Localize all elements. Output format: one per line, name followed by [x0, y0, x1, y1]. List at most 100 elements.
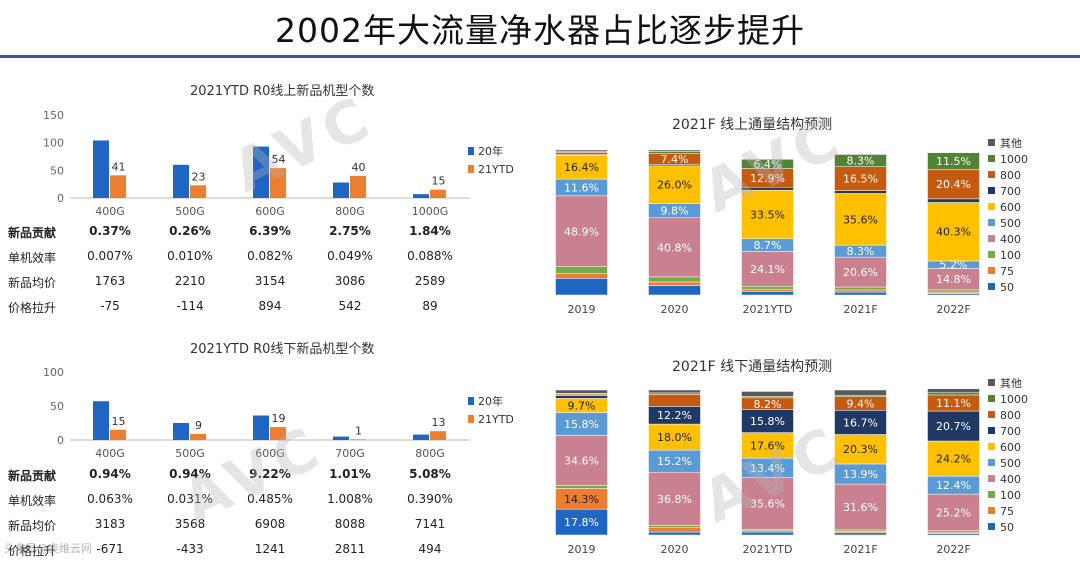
- legend-label: 75: [1000, 265, 1014, 278]
- segment-label: 20.3%: [843, 443, 878, 456]
- legend-label: 21YTD: [478, 163, 514, 176]
- segment-label: 24.2%: [936, 453, 971, 466]
- stack-segment-700: [834, 410, 887, 435]
- stack-segment-50: [555, 508, 608, 536]
- chart-title-offline-structure: 2021F 线下通量结构预测: [672, 359, 833, 375]
- metric-row-label: 价格拉升: [8, 544, 57, 558]
- stack-segment-400: [555, 435, 608, 486]
- bar-ytd: [350, 175, 366, 198]
- legend-swatch: [988, 155, 995, 162]
- stack-segment-600: [834, 434, 887, 465]
- stack-segment-75: [555, 273, 608, 279]
- legend-swatch: [988, 203, 995, 210]
- chart-title-online-structure: 2021F 线上通量结构预测: [672, 117, 833, 133]
- legend-label: 21YTD: [478, 413, 514, 426]
- metric-row: 新品均价 1763 2210 3154 3086 2589: [8, 274, 468, 296]
- data-label: 13: [432, 416, 446, 429]
- metric-cell: 2589: [414, 274, 446, 288]
- stack-segment-75: [648, 527, 701, 533]
- x-tick-label: 500G: [175, 205, 205, 218]
- legend-label: 100: [1000, 249, 1021, 262]
- legend-swatch: [988, 475, 995, 482]
- stack-segment-其他: [834, 389, 887, 396]
- stack-segment-75: [741, 288, 794, 292]
- stack-segment-600: [927, 202, 980, 262]
- metric-row: 单机效率 0.063% 0.031% 0.485% 1.008% 0.390%: [8, 492, 468, 514]
- x-tick-label: 2021F: [843, 303, 877, 316]
- stack-segment-400: [927, 493, 980, 531]
- metric-cell: 542: [338, 299, 362, 313]
- stack-segment-50: [555, 278, 608, 296]
- bar-y20: [93, 140, 109, 198]
- page-title: 2002年大流量净水器占比逐步提升: [275, 11, 805, 50]
- segment-label: 35.6%: [843, 213, 878, 226]
- stack-segment-600: [741, 189, 794, 239]
- segment-label: 8.2%: [754, 398, 782, 411]
- stack-segment-100: [927, 289, 980, 293]
- segment-label: 36.8%: [657, 493, 692, 506]
- metric-cell: 0.088%: [407, 249, 453, 263]
- title-divider: [0, 55, 1080, 58]
- stack-segment-100: [741, 286, 794, 290]
- segment-label: 31.6%: [843, 501, 878, 514]
- metric-cell: 3568: [174, 517, 206, 531]
- segment-label: 33.5%: [750, 208, 785, 221]
- stack-segment-800: [555, 152, 608, 155]
- footer-credit: 头条号@奥维云网: [4, 542, 92, 555]
- stack-segment-50: [648, 531, 701, 536]
- stack-segment-其他: [741, 158, 794, 160]
- legend-label: 20年: [478, 394, 503, 408]
- segment-label: 13.9%: [843, 468, 878, 481]
- x-tick-label: 2022F: [936, 303, 970, 316]
- x-tick-label: 800G: [335, 205, 365, 218]
- metric-cell: 1.01%: [329, 467, 371, 481]
- x-tick-label: 600G: [255, 447, 285, 460]
- segment-label: 16.4%: [564, 161, 599, 174]
- metric-cell: -75: [100, 299, 120, 313]
- legend-label: 1000: [1000, 153, 1028, 166]
- stack-segment-600: [648, 165, 701, 204]
- x-tick-label: 2020: [661, 303, 689, 316]
- segment-label: 9.7%: [568, 399, 596, 412]
- x-tick-label: 400G: [95, 205, 125, 218]
- metric-cell: 0.010%: [167, 249, 213, 263]
- metric-cell: 6.39%: [249, 224, 291, 238]
- metric-cell: 0.485%: [247, 492, 293, 506]
- metric-cell: 0.37%: [89, 224, 131, 238]
- segment-label: 11.6%: [564, 181, 599, 194]
- x-tick-label: 2021F: [843, 543, 877, 556]
- stack-segment-400: [648, 217, 701, 278]
- stack-segment-50: [648, 285, 701, 296]
- data-label: 54: [272, 153, 286, 166]
- legend-label: 20年: [478, 144, 503, 158]
- metric-cell: 7141: [414, 517, 446, 531]
- segment-label: 8.3%: [847, 245, 875, 258]
- metric-cell: 0.94%: [169, 467, 211, 481]
- metric-row: 价格拉升 -671 -433 1241 2811 494: [8, 542, 468, 564]
- metric-cell: 0.26%: [169, 224, 211, 238]
- chart-title-offline-new: 2021YTD R0线下新品机型个数: [190, 342, 375, 357]
- stack-segment-400: [648, 471, 701, 526]
- legend-label: 400: [1000, 233, 1021, 246]
- legend-swatch: [988, 427, 995, 434]
- segment-label: 12.2%: [657, 409, 692, 422]
- data-label: 41: [112, 160, 126, 173]
- metric-cell: 1763: [94, 274, 126, 288]
- stack-segment-600: [834, 193, 887, 246]
- y-tick-label: 0: [57, 192, 64, 205]
- segment-label: 34.6%: [564, 454, 599, 467]
- legend-label: 700: [1000, 425, 1021, 438]
- metric-row: 新品贡献 0.37% 0.26% 6.39% 2.75% 1.84%: [8, 224, 468, 246]
- metric-row: 价格拉升 -75 -114 894 542 89: [8, 299, 468, 321]
- segment-label: 40.8%: [657, 241, 692, 254]
- data-label: 9: [195, 419, 202, 432]
- bar-ytd: [110, 175, 126, 198]
- data-label: 15: [432, 175, 446, 188]
- metric-cell: 0.007%: [87, 249, 133, 263]
- legend-swatch: [988, 171, 995, 178]
- stack-segment-其他: [741, 391, 794, 397]
- metric-cell: 2811: [334, 542, 366, 556]
- metric-row-label: 新品贡献: [8, 226, 57, 240]
- data-label: 15: [112, 415, 126, 428]
